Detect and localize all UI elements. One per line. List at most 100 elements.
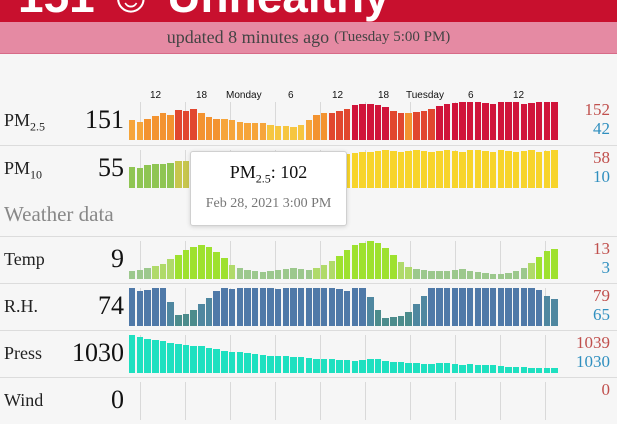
temp-chart[interactable] — [128, 241, 558, 279]
temp-bar[interactable] — [336, 256, 343, 279]
pm10-bar[interactable] — [136, 168, 144, 188]
rh-bar[interactable] — [274, 288, 282, 326]
press-bar[interactable] — [420, 363, 428, 373]
press-bar[interactable] — [443, 363, 451, 373]
rh-bar[interactable] — [167, 302, 174, 326]
rh-bar[interactable] — [305, 288, 313, 326]
temp-bar[interactable] — [305, 269, 313, 279]
temp-bar[interactable] — [466, 270, 474, 279]
pm25-bar[interactable] — [251, 123, 259, 140]
press-bar[interactable] — [551, 368, 558, 373]
press-bar[interactable] — [251, 354, 259, 373]
temp-bar[interactable] — [259, 272, 266, 279]
press-bar[interactable] — [397, 362, 405, 373]
pm10-bar[interactable] — [152, 164, 159, 188]
rh-bar[interactable] — [320, 288, 328, 326]
temp-bar[interactable] — [413, 269, 420, 279]
rh-bar[interactable] — [436, 288, 443, 326]
pm10-bar[interactable] — [182, 160, 190, 188]
press-bar[interactable] — [405, 363, 412, 373]
pm10-bar[interactable] — [443, 150, 451, 188]
press-bar[interactable] — [428, 363, 435, 373]
pm10-bar[interactable] — [382, 150, 389, 188]
pm25-bar[interactable] — [466, 102, 474, 140]
rh-bar[interactable] — [474, 288, 481, 326]
temp-row[interactable]: Temp 9 13 3 — [0, 236, 617, 283]
temp-bar[interactable] — [251, 271, 259, 279]
press-bar[interactable] — [390, 361, 397, 373]
rh-bar[interactable] — [520, 288, 528, 326]
pm10-bar[interactable] — [351, 153, 359, 188]
temp-bar[interactable] — [436, 270, 443, 279]
temp-bar[interactable] — [512, 271, 520, 279]
pm25-bar[interactable] — [274, 125, 282, 140]
temp-bar[interactable] — [420, 269, 428, 279]
temp-bar[interactable] — [274, 269, 282, 279]
temp-bar[interactable] — [282, 269, 290, 279]
rh-bar[interactable] — [198, 303, 205, 326]
temp-bar[interactable] — [497, 273, 505, 279]
press-bar[interactable] — [167, 342, 174, 373]
press-bar[interactable] — [543, 368, 551, 373]
temp-bar[interactable] — [451, 269, 458, 279]
temp-bar[interactable] — [551, 248, 558, 279]
press-bar[interactable] — [382, 360, 389, 373]
pm25-bar[interactable] — [497, 102, 505, 140]
rh-bar[interactable] — [251, 288, 259, 326]
temp-bar[interactable] — [320, 264, 328, 279]
rh-bar[interactable] — [182, 313, 190, 326]
pm10-bar[interactable] — [390, 150, 397, 188]
pm10-bar[interactable] — [535, 151, 543, 188]
press-bar[interactable] — [175, 344, 182, 373]
rh-bar[interactable] — [213, 291, 220, 326]
pm25-bar[interactable] — [190, 108, 197, 140]
press-bar[interactable] — [267, 355, 274, 373]
rh-bar[interactable] — [543, 295, 551, 326]
rh-bar[interactable] — [267, 288, 274, 326]
pm25-bar[interactable] — [182, 111, 190, 140]
pm10-bar[interactable] — [167, 162, 174, 188]
press-bar[interactable] — [535, 367, 543, 373]
rh-bar[interactable] — [259, 288, 266, 326]
pm25-bar[interactable] — [451, 102, 458, 140]
temp-bar[interactable] — [367, 241, 374, 279]
temp-bar[interactable] — [167, 259, 174, 279]
pm10-bar[interactable] — [397, 151, 405, 188]
pm25-bar[interactable] — [198, 113, 205, 140]
press-bar[interactable] — [474, 364, 481, 373]
rh-bar[interactable] — [190, 310, 197, 326]
pm10-bar[interactable] — [489, 151, 497, 188]
press-bar[interactable] — [466, 363, 474, 373]
temp-bar[interactable] — [443, 270, 451, 279]
temp-bar[interactable] — [144, 268, 151, 279]
pm25-bar[interactable] — [282, 126, 290, 140]
rh-bar[interactable] — [328, 288, 336, 326]
pm25-bar[interactable] — [267, 124, 274, 140]
press-chart[interactable] — [128, 335, 558, 373]
temp-bar[interactable] — [405, 266, 412, 279]
rh-bar[interactable] — [420, 295, 428, 326]
temp-bar[interactable] — [136, 269, 144, 279]
temp-bar[interactable] — [190, 247, 197, 279]
pm10-bar[interactable] — [129, 166, 136, 188]
temp-bar[interactable] — [344, 250, 351, 279]
pm10-bar[interactable] — [528, 150, 535, 188]
rh-bar[interactable] — [144, 290, 151, 326]
pm25-bar[interactable] — [213, 118, 220, 140]
pm10-bar[interactable] — [367, 151, 374, 188]
rh-bar[interactable] — [290, 288, 297, 326]
temp-bar[interactable] — [175, 254, 182, 279]
press-bar[interactable] — [144, 338, 151, 373]
press-bar[interactable] — [290, 357, 297, 373]
pm25-bar[interactable] — [129, 120, 136, 140]
pm25-bar[interactable] — [413, 111, 420, 140]
rh-bar[interactable] — [205, 297, 213, 326]
press-bar[interactable] — [190, 345, 197, 373]
pm10-bar[interactable] — [459, 151, 466, 188]
press-bar[interactable] — [520, 366, 528, 373]
temp-bar[interactable] — [313, 267, 320, 279]
press-bar[interactable] — [305, 357, 313, 373]
pm10-bar[interactable] — [413, 150, 420, 188]
rh-bar[interactable] — [374, 310, 382, 326]
rh-bar[interactable] — [221, 288, 228, 326]
